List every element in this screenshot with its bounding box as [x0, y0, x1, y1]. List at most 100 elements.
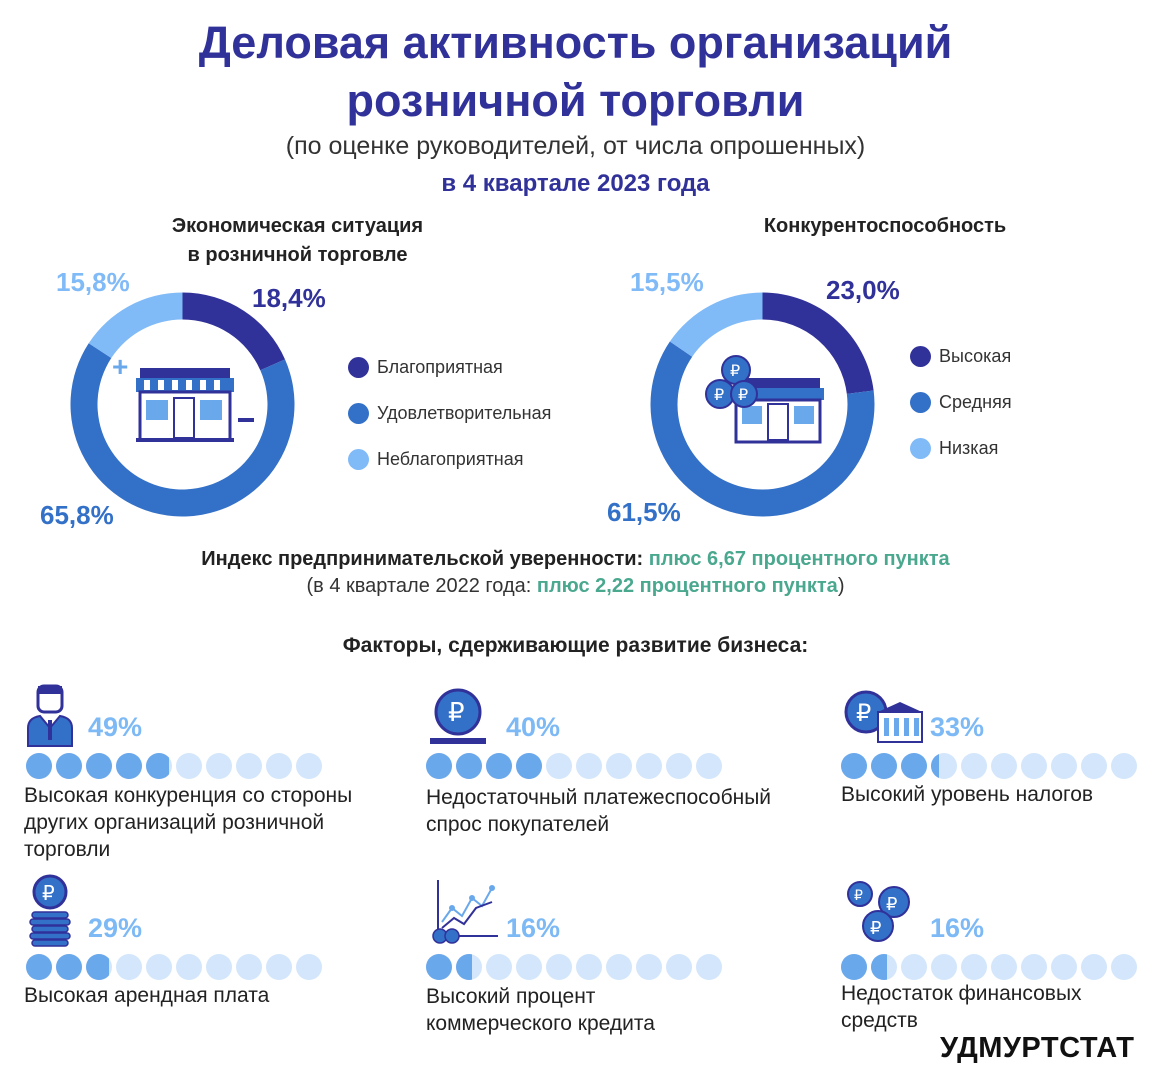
factor-circle-fill	[456, 954, 472, 980]
factor-pct: 16%	[506, 913, 561, 943]
factor-pct: 40%	[506, 712, 561, 742]
factor-circles	[26, 954, 322, 980]
factor-label-line: Высокая конкуренция со стороны	[24, 784, 353, 807]
legend-label: Благоприятная	[377, 357, 503, 377]
legend-label: Низкая	[939, 438, 999, 458]
factor-circle	[236, 753, 262, 779]
factor-circle	[901, 753, 927, 779]
factor-circle	[116, 753, 142, 779]
factor-label: Высокая арендная плата	[24, 982, 269, 1009]
factor-circle-fill	[931, 753, 939, 779]
factor-circle	[116, 954, 142, 980]
factor-pct: 49%	[88, 712, 143, 742]
factor-circle	[86, 954, 112, 980]
chart1-donut: +	[70, 292, 295, 517]
factor-circle	[546, 954, 572, 980]
factor-circle	[606, 954, 632, 980]
factor-circles	[841, 954, 1137, 980]
page-title-line2: розничной торговли	[346, 75, 805, 126]
factor-circle	[486, 954, 512, 980]
factor-circle	[146, 753, 172, 779]
svg-text:₽: ₽	[856, 699, 871, 727]
chart1-title-line1: Экономическая ситуация	[171, 215, 424, 237]
factor-circle	[1081, 954, 1107, 980]
legend-item: Низкая	[910, 438, 1012, 459]
donut-slice-3	[88, 292, 183, 359]
index-prev-value: плюс 2,22 процентного пункта	[536, 575, 838, 597]
factor-label-line: Недостаточный платежеспособный	[426, 786, 772, 809]
factor-circle	[1111, 753, 1137, 779]
factor-circle-fill	[116, 753, 142, 779]
factor-circle	[176, 954, 202, 980]
factor-circle	[456, 753, 482, 779]
factor-circle	[146, 954, 172, 980]
factor-circle	[26, 954, 52, 980]
growth-chart-icon	[432, 880, 498, 944]
factor-label-line: средств	[841, 1009, 918, 1032]
factor-circle	[636, 753, 662, 779]
factor-circle-fill	[871, 753, 897, 779]
factor-circle	[176, 753, 202, 779]
factor-circle-fill	[26, 954, 52, 980]
factor-circle	[636, 954, 662, 980]
factor-circle	[236, 954, 262, 980]
chart2-legend: Высокая Средняя Низкая	[910, 346, 1012, 459]
factor-circle	[426, 954, 452, 980]
factor-circles	[426, 753, 722, 779]
chart1-legend: Благоприятная Удовлетворительная Неблаго…	[348, 357, 551, 470]
svg-text:₽: ₽	[42, 881, 55, 905]
factor-circle	[871, 753, 897, 779]
index-prev-suffix: )	[837, 575, 845, 597]
factor-circle	[991, 954, 1017, 980]
factor-circle	[516, 753, 542, 779]
factor-pct: 33%	[930, 712, 985, 742]
factor-circle	[266, 954, 292, 980]
factor-circle-fill	[426, 753, 452, 779]
legend-dot	[348, 357, 369, 378]
legend-dot	[348, 403, 369, 424]
factor-circle	[841, 954, 867, 980]
factor-circle-fill	[146, 753, 170, 779]
factor-label: Высокий уровень налогов	[841, 781, 1093, 808]
chart2-label-medium: 61,5%	[607, 497, 681, 527]
index-line: Индекс предпринимательской уверенности: …	[0, 548, 1151, 571]
factor-circle	[606, 753, 632, 779]
chart1-title-line2: в розничной торговле	[187, 244, 408, 266]
factor-circle-fill	[516, 753, 542, 779]
factor-circle	[56, 753, 82, 779]
page-subtitle: (по оценке руководителей, от числа опрош…	[285, 132, 866, 160]
ruble-coin-icon: ₽	[430, 688, 486, 744]
svg-text:₽: ₽	[870, 918, 881, 939]
factor-circle-fill	[426, 954, 452, 980]
donut-slice-2	[70, 343, 295, 517]
factor-circle	[516, 954, 542, 980]
coin-stack-icon: ₽	[29, 874, 71, 947]
chart2-label-low: 15,5%	[630, 267, 704, 297]
index-label: Индекс предпринимательской уверенности:	[201, 548, 644, 570]
factor-circle	[26, 753, 52, 779]
donut-slice-1	[182, 292, 286, 371]
factor-circle-fill	[486, 753, 512, 779]
legend-item: Удовлетворительная	[348, 403, 551, 424]
factor-circle-fill	[841, 753, 867, 779]
donut-slice-3	[669, 292, 763, 357]
factor-circle	[961, 753, 987, 779]
factor-circle-fill	[901, 753, 927, 779]
index-value: плюс 6,67 процентного пункта	[648, 548, 950, 570]
factor-label: Высокая конкуренция со стороны других ор…	[24, 782, 352, 863]
factor-circle	[86, 753, 112, 779]
legend-dot	[348, 449, 369, 470]
factor-circle-fill	[26, 753, 52, 779]
svg-text:₽: ₽	[738, 385, 748, 404]
legend-label: Средняя	[939, 392, 1012, 412]
factor-circle-fill	[871, 954, 887, 980]
donut-slice-2	[650, 341, 875, 517]
factor-label-line: спрос покупателей	[426, 813, 610, 836]
svg-text:+: +	[112, 351, 128, 382]
factor-circle	[696, 753, 722, 779]
factor-circle-fill	[86, 753, 112, 779]
legend-label: Удовлетворительная	[377, 403, 552, 423]
svg-text:₽: ₽	[854, 888, 863, 904]
factor-circle	[1021, 753, 1047, 779]
bank-ruble-icon: ₽	[844, 690, 923, 743]
